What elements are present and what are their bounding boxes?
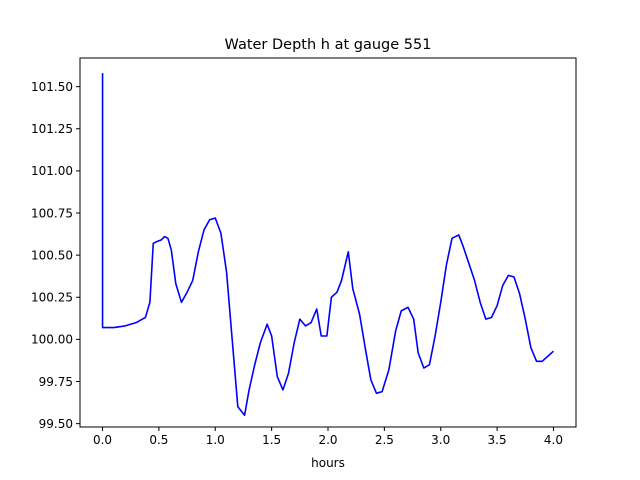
x-axis-label: hours: [311, 456, 345, 470]
y-tick-label: 99.75: [39, 375, 73, 389]
x-tick-label: 2.0: [318, 433, 337, 447]
x-tick-label: 1.0: [206, 433, 225, 447]
y-tick-label: 100.25: [31, 291, 73, 305]
x-tick-label: 4.0: [544, 433, 563, 447]
series-line-0: [101, 73, 554, 417]
y-tick-label: 100.50: [31, 248, 73, 262]
y-tick-label: 101.50: [31, 80, 73, 94]
x-tick-label: 0.5: [149, 433, 168, 447]
y-tick-label: 101.00: [31, 164, 73, 178]
y-tick-label: 100.75: [31, 206, 73, 220]
y-tick-label: 99.50: [39, 417, 73, 431]
x-tick-label: 0.0: [93, 433, 112, 447]
x-tick-label: 1.5: [262, 433, 281, 447]
plot-background: [80, 58, 576, 427]
chart-title: Water Depth h at gauge 551: [225, 37, 432, 53]
x-axis: 0.0 0.5 1.0 1.5 2.0 2.5 3.0 3.5 4.0: [93, 427, 563, 447]
x-tick-label: 2.5: [375, 433, 394, 447]
y-tick-label: 100.00: [31, 333, 73, 347]
y-tick-label: 101.25: [31, 122, 73, 136]
x-tick-label: 3.0: [431, 433, 450, 447]
series-layer: [101, 73, 554, 417]
y-axis: 99.50 99.75 100.00 100.25 100.50 100.75 101.00…: [31, 80, 80, 431]
x-tick-label: 3.5: [488, 433, 507, 447]
